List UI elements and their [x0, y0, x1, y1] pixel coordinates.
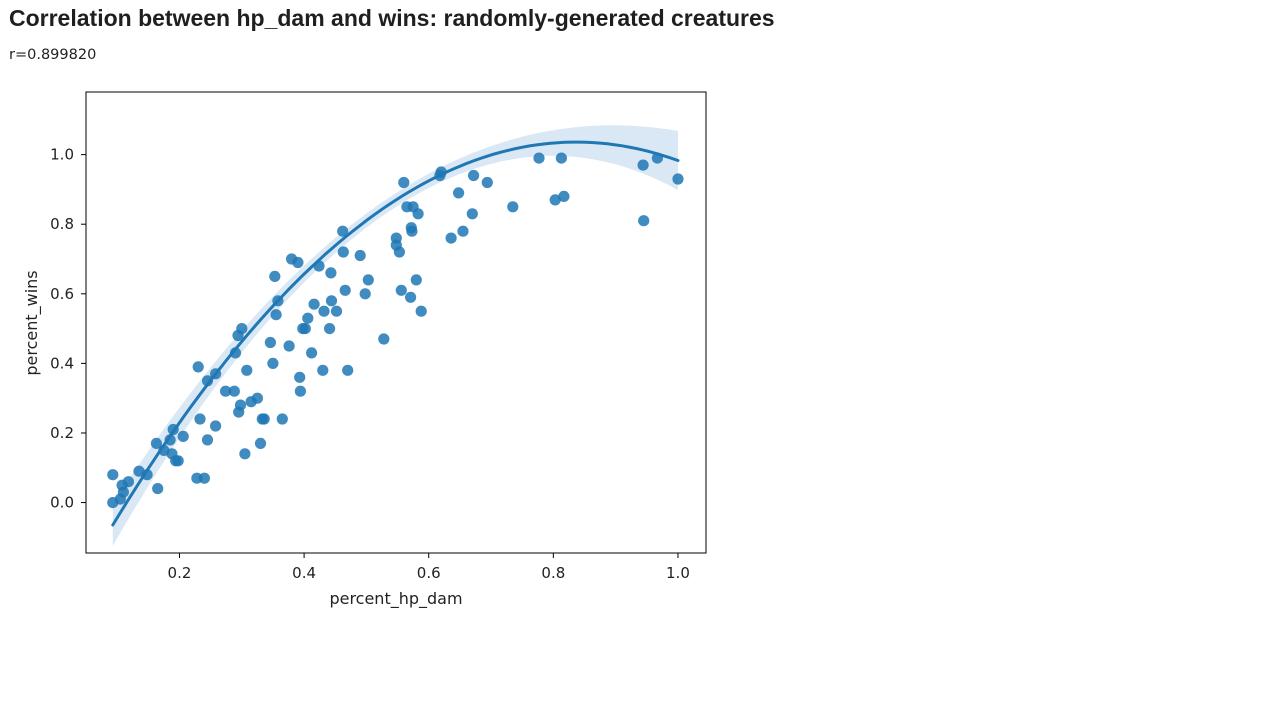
data-point [194, 413, 206, 425]
data-point [270, 309, 282, 321]
x-tick-label: 0.2 [168, 564, 192, 582]
data-point [241, 364, 253, 376]
data-point [445, 232, 457, 244]
data-point [228, 385, 240, 397]
y-tick-label: 0.0 [50, 494, 74, 512]
data-point [405, 291, 417, 303]
data-point [192, 361, 204, 373]
data-point [395, 284, 407, 296]
data-point [390, 232, 402, 244]
data-point [234, 399, 247, 411]
data-point [107, 469, 119, 481]
data-point [549, 194, 561, 206]
data-point [406, 225, 418, 237]
data-point [555, 152, 568, 164]
data-point [302, 312, 314, 324]
scatter-points-layer [107, 152, 684, 509]
data-point [324, 323, 336, 335]
data-point [558, 190, 570, 202]
data-point [201, 434, 214, 446]
data-point [468, 169, 480, 182]
data-point [283, 340, 295, 352]
data-point [172, 455, 184, 467]
data-point [378, 333, 390, 345]
data-point [533, 152, 545, 164]
data-point [330, 305, 343, 317]
data-point [306, 347, 318, 359]
data-point [267, 357, 279, 369]
x-axis-ticks: 0.2 0.4 0.6 0.8 1.0 [168, 553, 690, 582]
data-point [362, 274, 374, 286]
data-point [481, 176, 493, 189]
data-point [325, 295, 338, 307]
x-tick-label: 1.0 [666, 564, 690, 582]
data-point [415, 305, 427, 317]
data-point [337, 225, 349, 237]
data-point [292, 256, 304, 269]
data-point [294, 371, 306, 383]
data-point [117, 486, 129, 498]
y-tick-label: 0.6 [50, 285, 74, 303]
x-tick-label: 0.4 [292, 564, 316, 582]
x-tick-label: 0.8 [541, 564, 565, 582]
data-point [342, 364, 354, 376]
plot-frame [85, 91, 707, 554]
data-point [254, 437, 267, 449]
data-point [412, 208, 424, 220]
data-point [359, 288, 371, 300]
data-point [198, 472, 210, 484]
data-point [269, 270, 281, 282]
data-point [201, 375, 214, 387]
data-point [453, 187, 465, 199]
data-point [672, 173, 684, 185]
data-point [236, 323, 248, 335]
data-point [339, 284, 351, 296]
x-tick-label: 0.6 [417, 564, 441, 582]
data-point [220, 385, 232, 397]
x-axis-label: percent_hp_dam [329, 589, 462, 609]
y-tick-label: 0.8 [50, 215, 74, 233]
y-axis-ticks: 0.0 0.2 0.4 0.6 0.8 1.0 [50, 146, 86, 512]
data-point [299, 323, 311, 335]
data-point [325, 267, 337, 279]
page-title: Correlation between hp_dam and wins: ran… [9, 5, 775, 31]
data-point [410, 274, 422, 286]
data-point [258, 413, 270, 425]
y-tick-label: 0.4 [50, 354, 74, 372]
y-tick-label: 1.0 [50, 146, 74, 164]
y-tick-label: 0.2 [50, 424, 74, 442]
data-point [318, 305, 330, 317]
data-point [251, 392, 263, 404]
data-point [507, 201, 519, 213]
data-point [337, 246, 349, 258]
y-axis-label: percent_wins [22, 270, 42, 375]
data-point [276, 413, 288, 425]
data-point [317, 364, 329, 376]
data-point [393, 246, 405, 258]
correlation-subtitle: r=0.899820 [9, 47, 97, 63]
data-point [294, 385, 306, 397]
data-point [239, 448, 251, 460]
data-point [264, 336, 276, 349]
data-point [152, 483, 164, 495]
data-point [150, 437, 162, 449]
data-point [466, 208, 478, 220]
data-point [177, 430, 189, 442]
data-point [354, 249, 366, 262]
data-point [210, 420, 222, 432]
data-point [457, 225, 469, 237]
data-point [141, 469, 153, 481]
data-point [638, 215, 650, 227]
data-point [637, 159, 649, 171]
regression-line-layer [111, 140, 680, 527]
data-point [308, 298, 320, 310]
data-point [398, 176, 410, 189]
regression-line [111, 140, 680, 527]
data-point [122, 476, 134, 488]
